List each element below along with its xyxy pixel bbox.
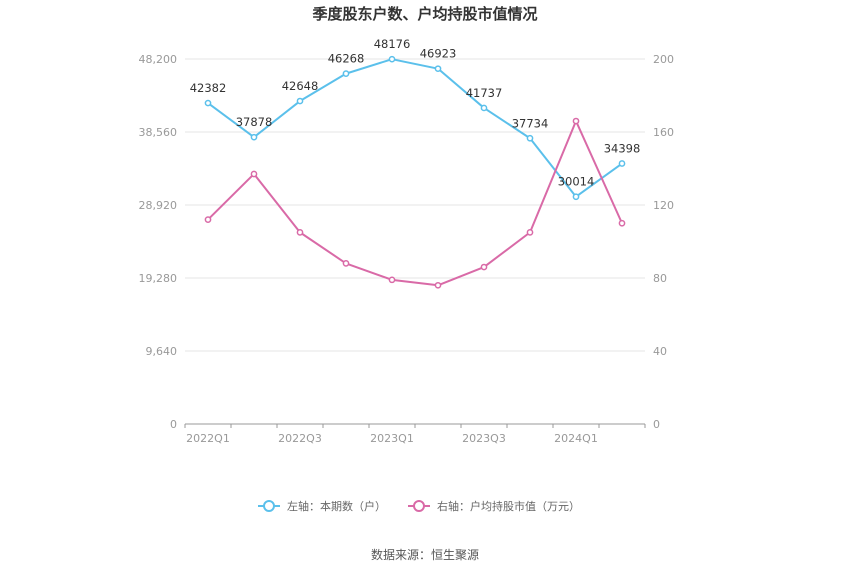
right-tick-label: 160 bbox=[653, 126, 674, 139]
series-line-2 bbox=[207, 120, 623, 287]
data-point bbox=[388, 276, 396, 284]
data-label: 41737 bbox=[466, 86, 503, 100]
data-point bbox=[618, 160, 626, 167]
x-tick-label: 2023Q3 bbox=[462, 432, 506, 445]
right-tick-label: 80 bbox=[653, 272, 667, 285]
right-tick-label: 40 bbox=[653, 345, 667, 358]
data-labels: 42382 37878 42648 46268 48176 46923 41737 37734… bbox=[190, 37, 641, 189]
legend-item-1[interactable]: 左轴：本期数（户） bbox=[258, 499, 386, 513]
x-tick-label: 2023Q1 bbox=[370, 432, 414, 445]
legend-item-2[interactable]: 右轴：户均持股市值（万元） bbox=[408, 499, 580, 513]
data-label: 37878 bbox=[236, 115, 273, 129]
series bbox=[204, 55, 626, 289]
legend-label: 右轴：户均持股市值（万元） bbox=[437, 499, 580, 513]
right-tick-label: 120 bbox=[653, 199, 674, 212]
series-line-1 bbox=[207, 58, 623, 198]
data-label: 46268 bbox=[328, 52, 365, 66]
data-point bbox=[342, 70, 350, 77]
legend-marker bbox=[413, 500, 425, 512]
x-tick-label: 2024Q1 bbox=[554, 432, 598, 445]
left-tick-label: 48,200 bbox=[139, 53, 178, 66]
data-point bbox=[342, 260, 350, 267]
data-point bbox=[204, 99, 212, 107]
data-label: 34398 bbox=[604, 142, 641, 156]
x-tick-label: 2022Q3 bbox=[278, 432, 322, 445]
left-tick-label: 0 bbox=[170, 418, 177, 431]
left-tick-label: 28,920 bbox=[139, 199, 178, 212]
data-point bbox=[204, 216, 212, 223]
data-point bbox=[434, 281, 442, 289]
legend-marker bbox=[263, 500, 275, 512]
data-point bbox=[526, 134, 534, 142]
right-tick-label: 0 bbox=[653, 418, 660, 431]
data-label: 46923 bbox=[420, 47, 457, 61]
source-note: 数据来源：恒生聚源 bbox=[371, 547, 479, 562]
axes: 0 0 9,640 40 19,280 80 28,920 120 38,560 160 48,20… bbox=[139, 53, 675, 445]
grid bbox=[185, 58, 645, 352]
data-label: 42382 bbox=[190, 81, 227, 95]
data-label: 37734 bbox=[512, 116, 549, 130]
data-point bbox=[480, 104, 488, 112]
data-point bbox=[618, 219, 626, 227]
right-tick-label: 200 bbox=[653, 53, 674, 66]
data-label: 42648 bbox=[282, 79, 319, 93]
data-point bbox=[296, 97, 304, 105]
data-point bbox=[526, 229, 534, 236]
data-point bbox=[250, 133, 258, 141]
data-point bbox=[434, 65, 442, 73]
data-point bbox=[480, 263, 488, 271]
legend[interactable]: 左轴：本期数（户） 右轴：户均持股市值（万元） bbox=[258, 499, 580, 513]
data-label: 30014 bbox=[558, 175, 595, 189]
x-tick-label: 2022Q1 bbox=[186, 432, 230, 445]
data-label: 48176 bbox=[374, 37, 411, 51]
chart-title: 季度股东户数、户均持股市值情况 bbox=[312, 5, 537, 23]
left-tick-label: 9,640 bbox=[146, 345, 178, 358]
legend-label: 左轴：本期数（户） bbox=[287, 499, 386, 513]
data-point bbox=[250, 170, 258, 178]
left-tick-label: 19,280 bbox=[139, 272, 178, 285]
data-point bbox=[388, 55, 396, 63]
data-point bbox=[572, 117, 580, 125]
left-tick-label: 38,560 bbox=[139, 126, 178, 139]
data-point bbox=[572, 193, 580, 201]
data-point bbox=[296, 229, 304, 236]
